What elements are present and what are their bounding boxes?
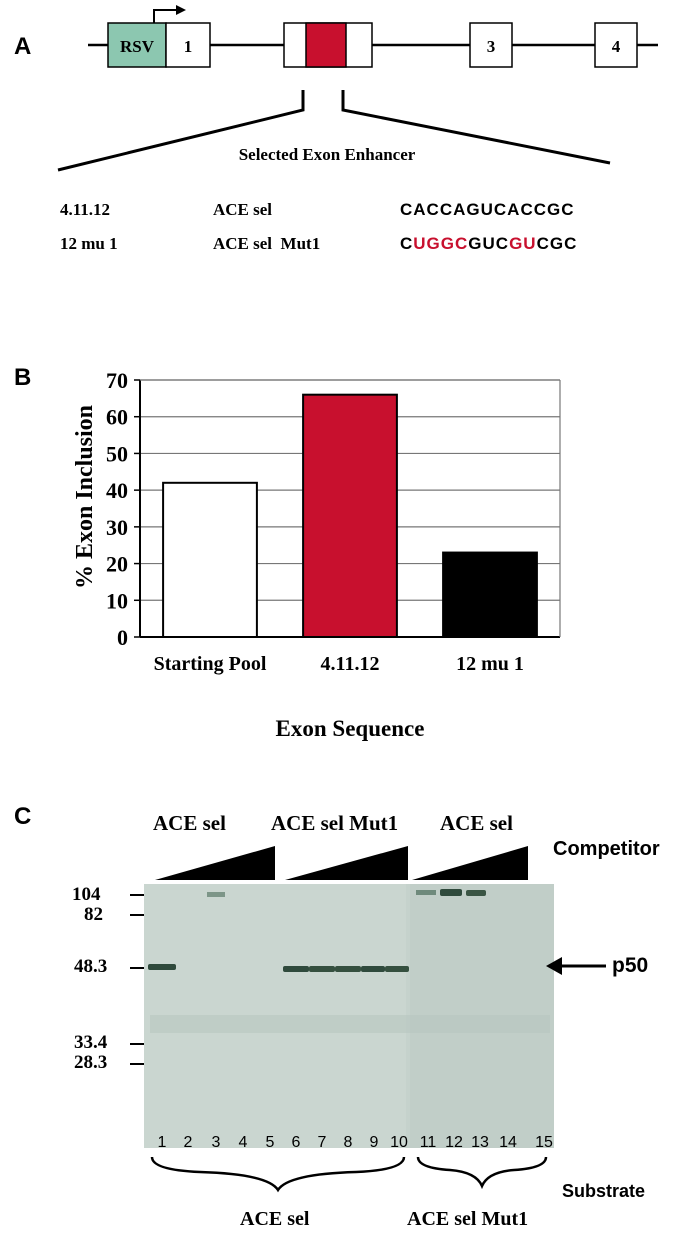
row-2-name: ACE sel Mut1 [213, 234, 321, 253]
gel-band [148, 964, 176, 970]
lane-number: 1 [157, 1134, 167, 1151]
lane-number: 3 [211, 1134, 221, 1151]
sequence-segment: GUC [468, 234, 510, 253]
lane-number: 12 [445, 1134, 463, 1151]
chart-y-tick-label: 20 [106, 552, 128, 577]
gene-construct-diagram: RSV 1 3 4 Selected Exon Enhancer [57, 5, 658, 172]
lane-number: 5 [265, 1134, 275, 1151]
chart-x-category-label: 4.11.12 [320, 653, 380, 675]
lane-number: 8 [343, 1134, 353, 1151]
chart-bars [162, 393, 538, 638]
chart-x-category-label: Starting Pool [153, 653, 267, 675]
chart-x-category-label: 12 mu 1 [456, 653, 524, 675]
chart-y-tick-label: 60 [106, 405, 128, 430]
substrate-group-ace-sel: ACE sel [240, 1208, 310, 1230]
marker-label-33-4: 33.4 [74, 1032, 108, 1053]
panel-letter-a: A [14, 33, 32, 60]
gel-band [283, 966, 309, 972]
gel-band [440, 889, 462, 896]
row-1-name: ACE sel [213, 200, 273, 219]
row-1-sequence: CACCAGUCACCGC [400, 200, 575, 220]
exon-inclusion-chart: 0 10 20 30 40 50 60 70 % Exon Inclusion Exon Se… [72, 368, 561, 741]
chart-y-tick-label: 70 [106, 368, 128, 393]
competitor-gradient-triangle [155, 846, 275, 880]
substrate-group-ace-sel-mut1: ACE sel Mut1 [407, 1208, 529, 1230]
marker-label-48-3: 48.3 [74, 956, 108, 977]
exon-1-label: 1 [184, 37, 193, 56]
lane-number: 2 [183, 1134, 193, 1151]
gel-band [309, 966, 335, 972]
chart-y-tick-label: 10 [106, 588, 128, 613]
exon-3-label: 3 [487, 37, 496, 56]
lane-number: 14 [499, 1134, 517, 1151]
chart-axes [139, 379, 561, 638]
lane-number: 11 [419, 1134, 437, 1151]
substrate-brace-ace-sel-mut1 [416, 1156, 548, 1190]
lane-number: 13 [471, 1134, 489, 1151]
substrate-brace-ace-sel [150, 1156, 406, 1193]
lane-number: 10 [390, 1134, 408, 1151]
chart-bar [302, 393, 398, 638]
exon-3-box [469, 22, 513, 68]
gel-band [361, 966, 385, 972]
competitor-gradient-triangle [285, 846, 408, 880]
band-label-p50: p50 [612, 954, 649, 977]
lane-number: 9 [369, 1134, 379, 1151]
exon-4-label: 4 [612, 37, 621, 56]
chart-y-tick-label: 50 [106, 441, 128, 466]
mutated-segment: UGGC [413, 234, 469, 253]
sequence-segment: C [400, 234, 414, 253]
enhancer-title: Selected Exon Enhancer [239, 145, 416, 164]
mutated-segment: GU [509, 234, 537, 253]
panel-letter-c: C [14, 803, 32, 830]
substrate-label: Substrate [562, 1181, 646, 1201]
competitor-label: Competitor [553, 838, 660, 860]
rsv-promoter-box [107, 22, 167, 68]
gel-band [385, 966, 409, 972]
marker-label-28-3: 28.3 [74, 1052, 108, 1073]
panel-letter-b: B [14, 364, 32, 391]
group-label-ace-sel: ACE sel [153, 811, 226, 835]
chart-y-tick-label: 30 [106, 515, 128, 540]
group-label-ace-sel-2: ACE sel [440, 811, 513, 835]
enhancer-region [305, 22, 347, 68]
chart-y-axis-label: % Exon Inclusion [72, 405, 98, 589]
arrowhead-icon [176, 5, 186, 15]
lane-number: 4 [238, 1134, 248, 1151]
size-marker-ticks [130, 894, 144, 1065]
lane-number: 15 [535, 1134, 553, 1151]
sequence-segment: CGC [536, 234, 578, 253]
chart-bar [162, 481, 258, 638]
gel-band [466, 890, 486, 896]
chart-y-tick-label: 0 [117, 625, 128, 650]
zoom-line-right [341, 90, 611, 165]
arrowhead-icon [546, 957, 562, 975]
lane-number: 6 [291, 1134, 301, 1151]
chart-y-tick-labels: 0 10 20 30 40 50 60 70 [106, 368, 140, 650]
marker-label-82: 82 [84, 904, 103, 925]
competitor-gradient-triangle [412, 846, 528, 880]
chart-bar [442, 551, 538, 638]
gel-band [416, 890, 436, 895]
sequence-segment: CACCAGUCACCGC [400, 200, 575, 219]
rsv-label: RSV [120, 37, 155, 56]
zoom-line-left [57, 90, 305, 172]
transcription-start-arrow-icon [153, 9, 176, 23]
row-1-id: 4.11.12 [60, 200, 111, 219]
marker-label-104: 104 [72, 884, 101, 905]
chart-x-axis-label: Exon Sequence [276, 716, 425, 741]
lane-number: 7 [317, 1134, 327, 1151]
gel-band [207, 892, 225, 897]
gel-band [335, 966, 361, 972]
exon-1-box [165, 22, 211, 68]
group-label-ace-sel-mut1: ACE sel Mut1 [271, 811, 399, 835]
row-2-sequence: CUGGCGUCGUCGC [400, 234, 577, 254]
exon-4-box [594, 22, 638, 68]
row-2-id: 12 mu 1 [60, 234, 118, 253]
gel-smear [150, 1015, 550, 1033]
chart-y-tick-label: 40 [106, 478, 128, 503]
